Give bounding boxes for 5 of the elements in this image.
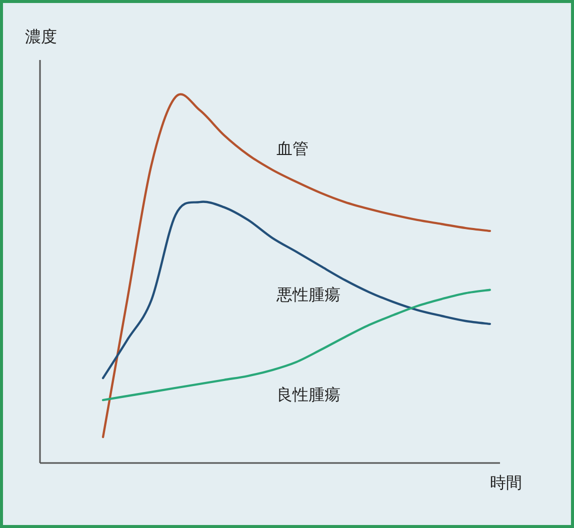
series-label: 良性腫瘍	[276, 384, 340, 404]
y-axis-title: 濃度	[25, 27, 57, 46]
series-label: 悪性腫瘍	[275, 284, 340, 304]
series-label: 血管	[276, 138, 308, 158]
x-axis-title: 時間	[490, 473, 522, 492]
